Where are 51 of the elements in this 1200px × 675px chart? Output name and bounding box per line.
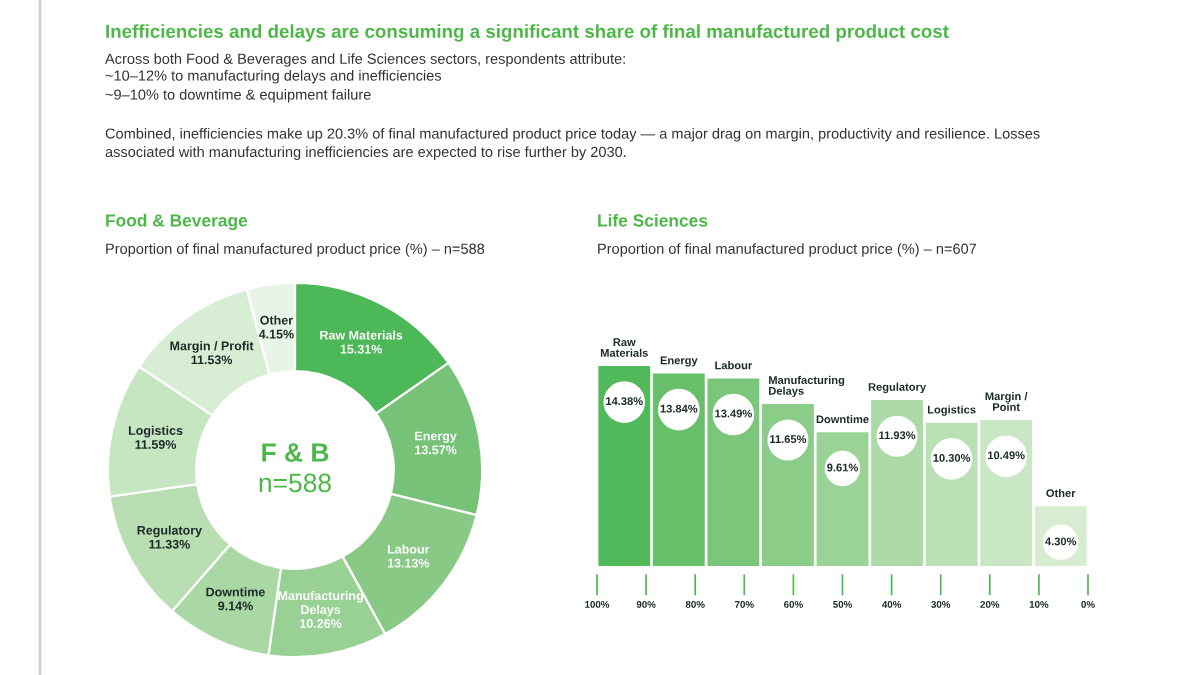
data-label: 11.93% xyxy=(879,431,916,440)
x2-tick-label: 0% xyxy=(1081,600,1095,608)
data-label: 13.13% xyxy=(387,558,430,568)
text: Combined, inefficiencies make up 20.3% of final manufactured product price today — a major drag on margin, productivity and resilience. Losses associated with manufacturing inefficiencies are expected to rise further by 2030. xyxy=(105,128,1040,160)
x2-tick-label: 40% xyxy=(882,600,902,608)
data-label: 4.15% xyxy=(258,329,294,339)
slice-label: Logistics xyxy=(128,425,183,438)
data-label: 13.57% xyxy=(415,445,457,455)
slice-label: Downtime xyxy=(206,587,265,597)
data-label: 9.61% xyxy=(827,463,858,472)
x2-tick-label: 60% xyxy=(784,600,803,608)
x2-tick-label: 90% xyxy=(636,600,656,608)
slice-label: Other xyxy=(260,315,293,325)
chart-subtitle: Proportion of final manufactured product price (%) – n=607 xyxy=(598,243,977,257)
text: F & B xyxy=(262,443,329,462)
data-label: 15.31% xyxy=(340,344,383,354)
slice-label: Raw Materials xyxy=(320,330,403,340)
data-label: 11.59% xyxy=(135,440,177,449)
x-tick-label: Manufacturing Delays xyxy=(769,375,845,398)
x2-tick-label: 30% xyxy=(931,600,951,608)
text: ~9–10% to downtime & equipment failure xyxy=(105,89,371,103)
data-label: 13.84% xyxy=(660,404,698,413)
slice-label: Labour xyxy=(387,544,430,554)
data-label: 11.53% xyxy=(191,355,233,365)
x2-tick-label: 100% xyxy=(585,600,610,608)
data-label: 13.49% xyxy=(715,409,752,418)
text: ~10–12% to manufacturing delays and inefficiencies xyxy=(105,70,442,84)
data-label: 9.14% xyxy=(218,601,253,611)
x-tick-label: Margin / Point xyxy=(985,391,1028,411)
text: Across both Food & Beverages and Life Sciences sectors, respondents attribute: xyxy=(105,53,625,67)
slice-label: Manufacturing Delays xyxy=(278,590,363,617)
data-label: 14.38% xyxy=(606,397,643,406)
chart-title: Food & Beverage xyxy=(106,213,248,231)
data-label: 11.65% xyxy=(770,435,807,444)
data-label: 4.30% xyxy=(1045,537,1077,546)
text: Inefficiencies and delays are consuming a significant share of final manufactured product cost xyxy=(106,24,949,42)
data-label: 11.33% xyxy=(149,539,190,549)
x2-tick-label: 80% xyxy=(685,600,705,608)
x2-tick-label: 20% xyxy=(980,600,1000,608)
x2-tick-label: 70% xyxy=(734,600,754,608)
data-label: 10.30% xyxy=(933,453,971,462)
slice-label: Margin / Profit xyxy=(170,341,254,353)
data-label: 10.26% xyxy=(300,619,342,628)
data-label: 10.49% xyxy=(988,451,1025,460)
chart-subtitle: Proportion of final manufactured product price (%) – n=588 xyxy=(106,243,485,257)
x2-tick-label: 10% xyxy=(1029,600,1049,608)
x2-tick-label: 50% xyxy=(833,600,852,608)
text: n=588 xyxy=(259,473,331,493)
slice-label: Energy xyxy=(415,431,457,443)
chart-title: Life Sciences xyxy=(598,213,708,227)
slice-label: Regulatory xyxy=(137,525,202,538)
